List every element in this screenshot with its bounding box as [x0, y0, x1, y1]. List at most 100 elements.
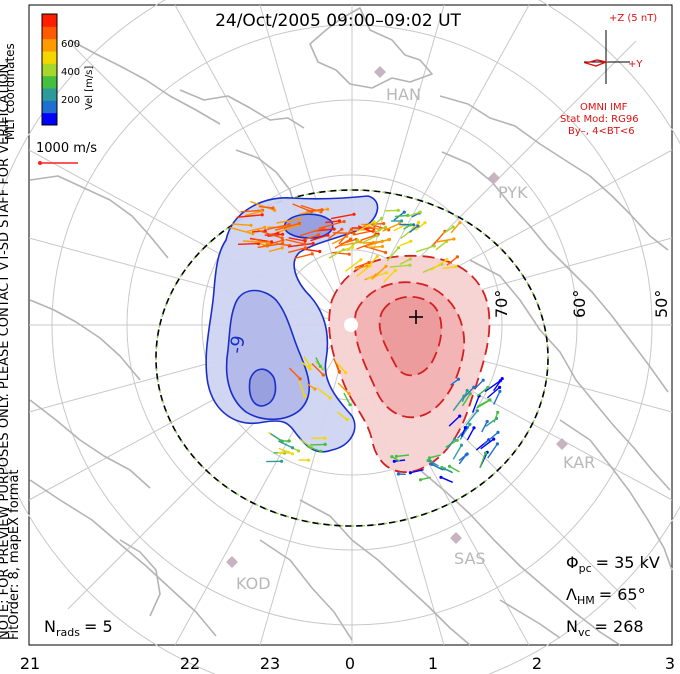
coastline	[439, 95, 669, 251]
ref-vector-label: 1000 m/s	[36, 141, 97, 156]
velocity-vector	[386, 247, 400, 262]
velocity-vector	[396, 454, 409, 458]
velocity-vector	[458, 454, 467, 465]
velocity-vector-origin	[452, 437, 456, 441]
velocity-vector	[476, 386, 489, 397]
velocity-vector	[299, 209, 320, 215]
velocity-vector-origin	[475, 409, 479, 413]
velocity-vector	[371, 265, 387, 280]
colorbar-swatch	[42, 14, 57, 27]
velocity-vector-origin	[260, 209, 264, 213]
velocity-vector	[431, 230, 446, 247]
velocity-vector-origin	[311, 241, 315, 246]
velocity-vector-origin	[384, 250, 388, 255]
velocity-vector	[409, 225, 419, 234]
velocity-vector-origin	[393, 268, 397, 273]
velocity-vector	[493, 391, 501, 405]
velocity-vector	[229, 226, 254, 235]
velocity-vector-origin	[367, 260, 371, 265]
colorbar-frame	[41, 13, 58, 126]
velocity-vector	[303, 355, 311, 367]
velocity-vector-origin	[496, 410, 500, 414]
velocity-vector-origin	[458, 221, 462, 225]
velocity-vector	[360, 223, 380, 231]
coastline	[419, 469, 621, 646]
velocity-vector-origin	[298, 377, 302, 381]
velocity-vector	[300, 248, 320, 253]
velocity-vector	[373, 238, 390, 244]
velocity-vector	[333, 358, 340, 372]
velocity-vector	[436, 238, 455, 243]
imf-vector	[583, 59, 609, 67]
velocity-vector-origin	[408, 263, 412, 267]
velocity-vector-origin	[263, 229, 267, 233]
velocity-vector	[414, 222, 426, 231]
velocity-vector-origin	[313, 387, 317, 391]
velocity-vector-origin	[464, 453, 468, 457]
colorbar-swatch	[42, 38, 57, 52]
velocity-vector-origin	[256, 242, 261, 246]
velocity-vector	[372, 217, 383, 227]
coastline	[499, 599, 561, 639]
hm-boundary-marks	[155, 189, 549, 527]
velocity-vector	[487, 443, 498, 459]
velocity-vector	[306, 209, 323, 212]
station-label-han: HAN	[386, 85, 421, 104]
velocity-vector-origin	[468, 392, 472, 396]
velocity-vector	[431, 463, 444, 471]
velocity-vector-origin	[297, 221, 301, 225]
station-marker-kar	[556, 438, 568, 450]
velocity-vector	[356, 241, 374, 250]
station-marker-kod	[226, 556, 238, 568]
velocity-vector	[493, 412, 499, 423]
colorbar-swatch	[42, 63, 57, 77]
velocity-vector	[328, 249, 344, 259]
velocity-vector-origin	[412, 223, 416, 227]
velocity-vector	[237, 242, 259, 245]
velocity-vector-origin	[303, 239, 307, 243]
velocity-vector	[363, 222, 384, 226]
velocity-vector-origin	[409, 239, 413, 243]
velocity-vector-origin	[452, 237, 456, 241]
station-label-sas: SAS	[454, 549, 486, 568]
velocity-vector-origin	[430, 462, 434, 466]
velocity-vector	[274, 224, 300, 234]
velocity-vector-origin	[349, 237, 353, 241]
velocity-vector-origin	[303, 394, 307, 398]
velocity-vector	[465, 410, 478, 426]
velocity-vector-origin	[500, 377, 504, 381]
coastline	[29, 399, 151, 489]
velocity-vector	[311, 363, 324, 376]
velocity-vector-origin	[290, 446, 295, 450]
velocity-vector-origin	[337, 370, 341, 374]
velocity-vector	[277, 451, 289, 454]
velocity-vector-origin	[488, 398, 492, 402]
velocity-vector-origin	[323, 436, 327, 440]
velocity-vector	[257, 229, 283, 239]
velocity-vector-origin	[290, 452, 294, 456]
velocity-vector-origin	[483, 451, 488, 455]
velocity-vector	[310, 443, 326, 446]
velocity-vector	[270, 433, 283, 442]
velocity-vector-origin	[317, 233, 321, 237]
velocity-vector-origin	[267, 241, 271, 245]
mlt-tick-1: 1	[428, 654, 438, 673]
velocity-vector-origin	[310, 252, 314, 256]
velocity-vector-origin	[496, 430, 500, 434]
velocity-vector-origin	[472, 426, 476, 430]
model-line-2: By–, 4<BT<6	[568, 126, 635, 137]
velocity-vector-origin	[463, 426, 467, 430]
velocity-vector-origin	[390, 455, 394, 459]
velocity-vector-origin	[365, 264, 369, 268]
velocity-vector	[493, 378, 503, 392]
station-marker-pyk	[488, 172, 500, 184]
velocity-vector	[383, 270, 396, 283]
velocity-vector-origin	[427, 456, 432, 460]
velocity-vector-origin	[280, 236, 284, 240]
colorbar-label: Vel [m/s]	[84, 66, 95, 110]
velocity-vector-origin	[409, 223, 413, 227]
velocity-vector-origin	[455, 255, 459, 259]
velocity-vector-origin	[465, 388, 469, 393]
velocity-vector	[448, 415, 461, 427]
